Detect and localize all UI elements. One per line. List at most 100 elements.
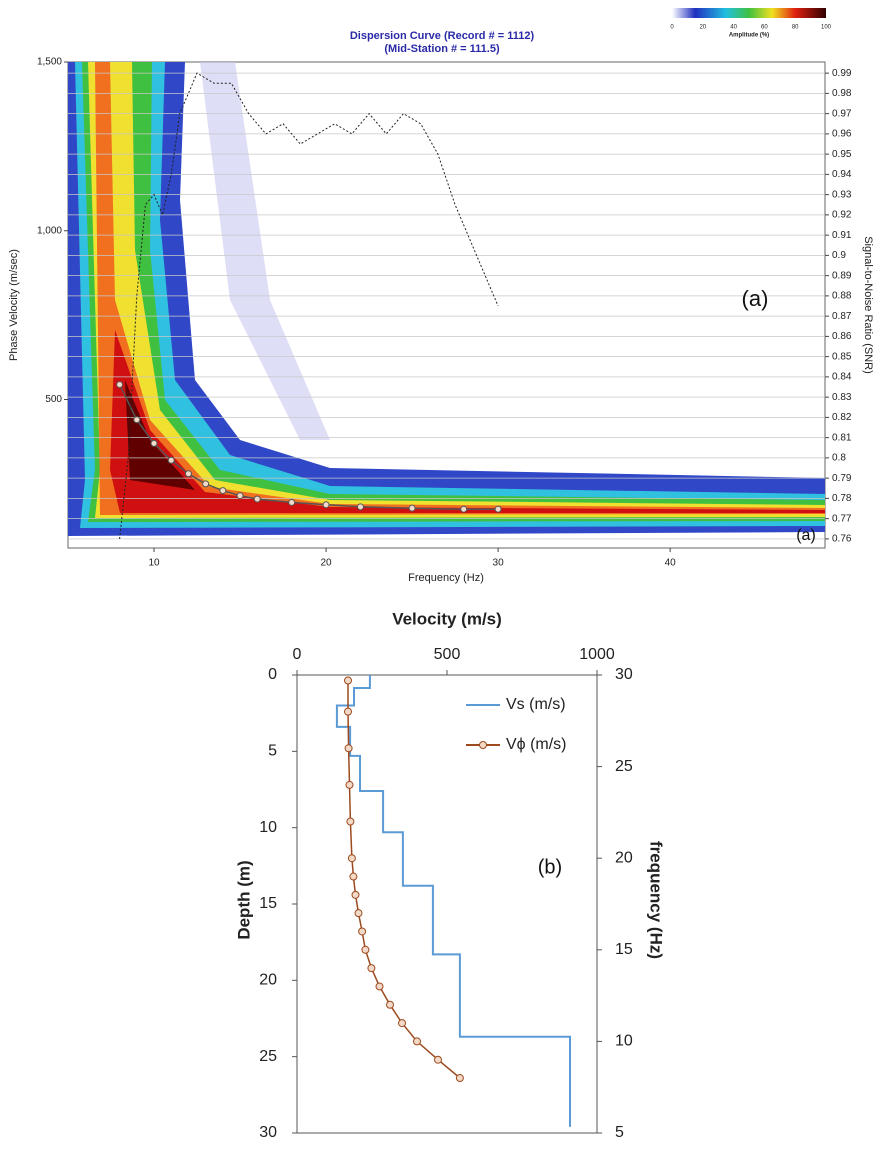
y-axis-label: Depth (m) [234,860,253,939]
x-axis-label: Velocity (m/s) [392,609,502,628]
data-point [322,501,330,509]
colorbar-tick-label: 100 [821,25,832,31]
data-point [408,504,416,512]
y2-tick-label: 0.95 [832,149,852,160]
data-point [346,817,355,826]
y2-tick-label: 0.82 [832,412,852,423]
y2-tick-label: 0.94 [832,169,852,180]
colorbar-tick-label: 20 [699,25,706,31]
x-tick-label: 20 [321,558,333,569]
data-point [434,1055,442,1064]
data-point [361,945,370,954]
data-point [356,503,364,511]
y2-tick-label: 5 [615,1124,624,1141]
x-tick-label: 500 [434,646,461,663]
data-point [184,470,192,478]
data-point [351,890,360,899]
colorbar-tick-label: 40 [730,25,737,31]
data-point [413,1037,421,1046]
y2-tick-label: 20 [615,849,633,866]
y2-tick-label: 0.92 [832,210,852,221]
y2-tick-label: 25 [615,758,633,775]
data-point [344,707,352,716]
y-tick-label: 30 [259,1124,277,1141]
data-point [354,909,363,918]
colorbar-tick-label: 0 [670,25,674,31]
data-point [116,381,124,389]
data-point [347,854,356,863]
y2-tick-label: 30 [615,666,633,683]
y2-tick-label: 0.91 [832,230,852,241]
y2-tick-label: 0.88 [832,291,852,302]
y2-tick-label: 0.98 [832,88,852,99]
annotation: (b) [538,856,562,878]
data-point [344,676,352,685]
data-point [386,1000,394,1009]
series-line [347,680,461,1079]
y2-tick-label: 0.8 [832,453,846,464]
data-point [398,1019,406,1028]
y2-tick-label: 0.89 [832,270,852,281]
y2-axis-label: Signal-to-Noise Ratio (SNR) [862,236,874,374]
y2-tick-label: 0.77 [832,513,852,524]
y-tick-label: 10 [259,819,277,836]
y2-tick-label: 0.84 [832,372,852,383]
legend-marker [479,741,487,749]
data-point [236,492,244,500]
amplitude-region [110,330,825,513]
y-tick-label: 20 [259,972,277,989]
chart-subtitle: (Mid-Station # = 111.5) [384,43,500,55]
data-point [349,872,358,881]
data-point [253,495,261,503]
y2-tick-label: 0.78 [832,493,852,504]
data-point [494,505,502,513]
data-point [202,480,210,488]
annotation: (a) [742,286,769,311]
colorbar-tick-label: 60 [761,25,768,31]
amplitude-region [200,62,330,440]
series-line [335,675,571,1127]
y-tick-label: 1,500 [37,57,62,68]
data-point [345,780,354,789]
y2-axis-label: frequency (Hz) [647,841,666,959]
x-tick-label: 0 [293,646,302,663]
y2-tick-label: 0.9 [832,250,846,261]
y2-tick-label: 0.76 [832,534,852,545]
amplitude-region [125,380,195,490]
chart-title: Dispersion Curve (Record # = 1112) [350,30,535,42]
x-tick-label: 30 [493,558,505,569]
y-tick-label: 500 [45,394,62,405]
y-tick-label: 0 [268,666,277,683]
panel-b: 0 500 1000 0 5 10 15 20 25 30 5 10 15 20 25 30 Velocity … [234,609,665,1141]
data-point [455,1074,464,1083]
data-point [344,744,353,753]
y2-tick-label: 10 [615,1033,633,1050]
y2-tick-label: 0.85 [832,351,852,362]
x-tick-label: 40 [665,558,677,569]
y-tick-label: 25 [259,1048,277,1065]
data-point [358,927,367,936]
y2-tick-label: 0.87 [832,311,852,322]
data-point [219,487,227,495]
y-tick-label: 15 [259,895,277,912]
grid [68,72,825,540]
colorbar [672,8,826,18]
data-point [460,505,468,513]
panel-a: Dispersion Curve (Record # = 1112)(Mid-S… [8,8,874,584]
y2-tick-label: 0.99 [832,68,852,79]
data-point [367,964,376,973]
y2-tick-label: 0.86 [832,331,852,342]
legend-label: Vϕ (m/s) [506,736,567,753]
y2-tick-label: 0.97 [832,108,852,119]
y-tick-label: 1,000 [37,225,62,236]
colorbar-tick-label: 80 [792,25,799,31]
data-point [167,456,175,464]
data-point [133,416,141,424]
y2-tick-label: 0.93 [832,189,852,200]
y2-tick-label: 0.81 [832,432,852,443]
x-tick-label: 10 [148,558,160,569]
y2-tick-label: 0.96 [832,129,852,140]
annotation: (a) [796,527,816,544]
x-axis-label: Frequency (Hz) [408,572,484,584]
